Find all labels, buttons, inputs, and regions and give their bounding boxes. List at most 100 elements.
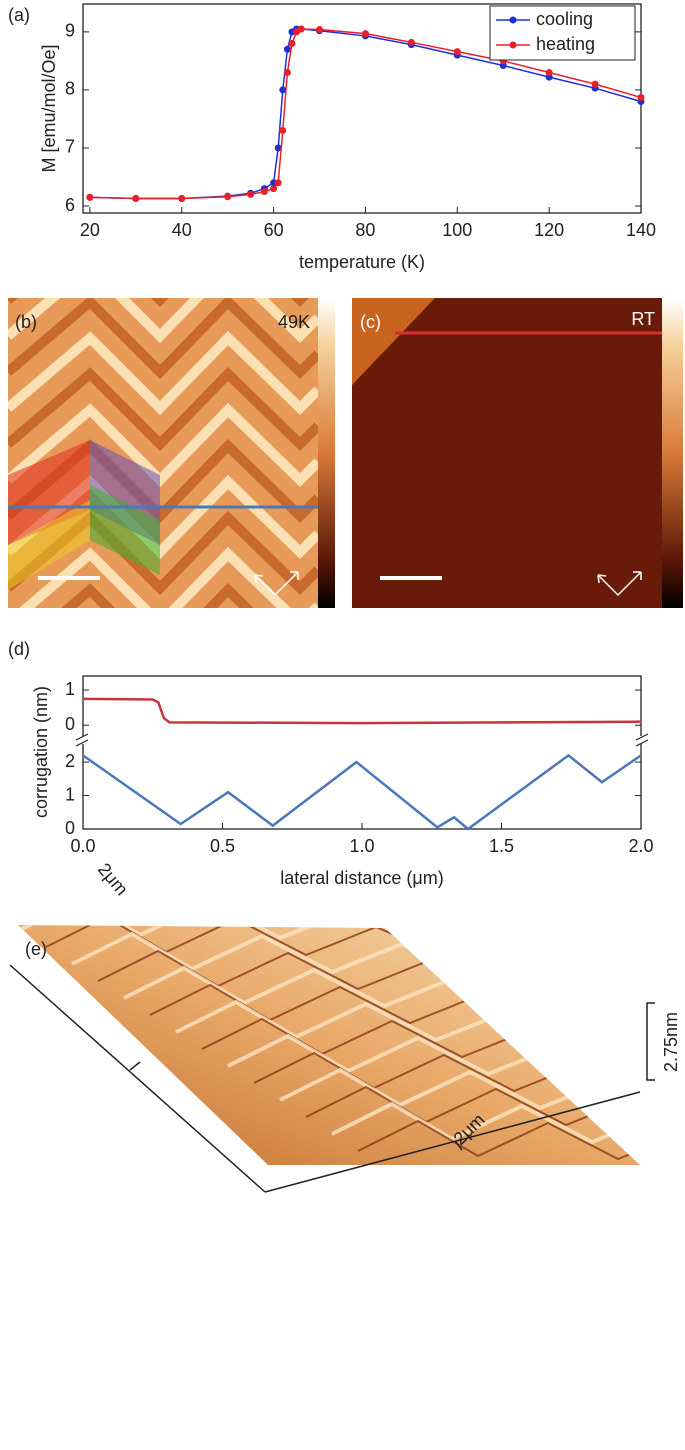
scale-label: 2μm — [94, 859, 132, 899]
data-point — [545, 69, 553, 77]
data-point — [270, 185, 278, 193]
panel-label: (a) — [8, 5, 30, 25]
stripe — [8, 348, 318, 434]
data-point — [260, 188, 268, 196]
legend-swatch — [509, 16, 517, 24]
y-axis-label: corrugation (nm) — [31, 686, 51, 818]
temperature-annotation: RT — [631, 309, 655, 329]
data-point — [283, 45, 291, 53]
data-point — [637, 93, 645, 101]
data-point — [274, 179, 282, 187]
data-point — [283, 69, 291, 77]
y-tick-label: 2 — [65, 751, 75, 771]
stripe — [19, 546, 318, 608]
x-tick-label: 80 — [355, 220, 375, 240]
ridge — [357, 1119, 640, 1162]
x-tick-label: 1.0 — [349, 836, 374, 856]
data-point — [274, 144, 282, 152]
axis-tick — [454, 1140, 463, 1151]
x-tick-label: 60 — [264, 220, 284, 240]
data-point — [279, 127, 287, 135]
data-point — [591, 80, 599, 88]
z-scale-bar — [646, 1002, 655, 1081]
y-tick-label: 9 — [65, 21, 75, 41]
data-point — [288, 39, 296, 47]
axis-line — [9, 964, 266, 1193]
data-point — [224, 193, 232, 201]
stripe — [8, 402, 318, 488]
stripe — [8, 384, 318, 470]
x-tick-label: 40 — [172, 220, 192, 240]
data-point — [361, 30, 369, 38]
x-tick-label: 120 — [534, 220, 564, 240]
data-point — [297, 25, 305, 33]
ridge — [71, 931, 473, 976]
axis-tick — [129, 1061, 141, 1071]
stripe — [8, 312, 318, 398]
data-point — [316, 26, 324, 34]
domain-corner — [352, 298, 435, 385]
stripe — [40, 564, 273, 608]
axis-arrows — [254, 571, 299, 597]
domain-overlay — [8, 500, 90, 590]
panel-label: (e) — [25, 939, 47, 959]
data-point — [407, 38, 415, 46]
panel-label: (c) — [360, 312, 381, 332]
x-tick-label: 0.0 — [70, 836, 95, 856]
legend-swatch — [509, 41, 517, 49]
legend-label: heating — [536, 34, 595, 54]
image-bg — [352, 298, 662, 608]
axis-break — [75, 733, 649, 747]
data-point — [453, 48, 461, 56]
data-point — [178, 194, 186, 202]
panel-label: (d) — [8, 639, 30, 659]
y-tick-label: 0 — [65, 714, 75, 734]
y-axis-label: M [emu/mol/Oe] — [39, 44, 59, 172]
axis-arrows — [597, 571, 642, 597]
y-tick-label: 7 — [65, 137, 75, 157]
x-tick-label: 0.5 — [210, 836, 235, 856]
stripe — [82, 600, 236, 608]
stripe — [61, 582, 254, 608]
scale-label: 2.75nm — [661, 1012, 681, 1072]
plot-frame — [82, 3, 642, 214]
afm-image-b: (b) 49K — [8, 298, 335, 608]
texture — [8, 298, 318, 608]
afm-image-c: (c) RT — [352, 298, 683, 608]
colorbar — [662, 298, 683, 608]
data-point — [86, 193, 94, 201]
x-tick-label: 140 — [626, 220, 656, 240]
stripe — [8, 366, 318, 452]
x-axis-label: temperature (K) — [299, 252, 425, 272]
stripe — [8, 330, 318, 416]
colorbar — [318, 298, 335, 608]
plot-frame — [82, 675, 642, 830]
stripe — [8, 298, 318, 362]
data-point — [132, 194, 140, 202]
y-tick-label: 8 — [65, 79, 75, 99]
y-tick-label: 1 — [65, 784, 75, 804]
y-tick-label: 1 — [65, 679, 75, 699]
x-tick-label: 100 — [442, 220, 472, 240]
legend-label: cooling — [536, 9, 593, 29]
stripe — [8, 298, 318, 326]
x-axis-label: lateral distance (μm) — [280, 868, 443, 888]
x-tick-label: 2.0 — [628, 836, 653, 856]
axis-line — [264, 1091, 641, 1193]
data-line — [82, 697, 642, 725]
stripe — [8, 298, 318, 344]
data-point — [247, 190, 255, 198]
data-point — [279, 86, 287, 94]
afm-3d-surface: (e) 2μm 2μm 2.75nm — [9, 859, 681, 1193]
surface — [18, 925, 640, 1165]
temperature-annotation: 49K — [278, 312, 310, 332]
y-tick-label: 6 — [65, 195, 75, 215]
y-tick-label: 0 — [65, 818, 75, 838]
stripe — [8, 298, 310, 308]
data-line — [82, 753, 642, 831]
ridge — [331, 1101, 640, 1146]
legend-box — [489, 5, 636, 61]
x-tick-label: 1.5 — [489, 836, 514, 856]
stripe — [8, 420, 318, 506]
